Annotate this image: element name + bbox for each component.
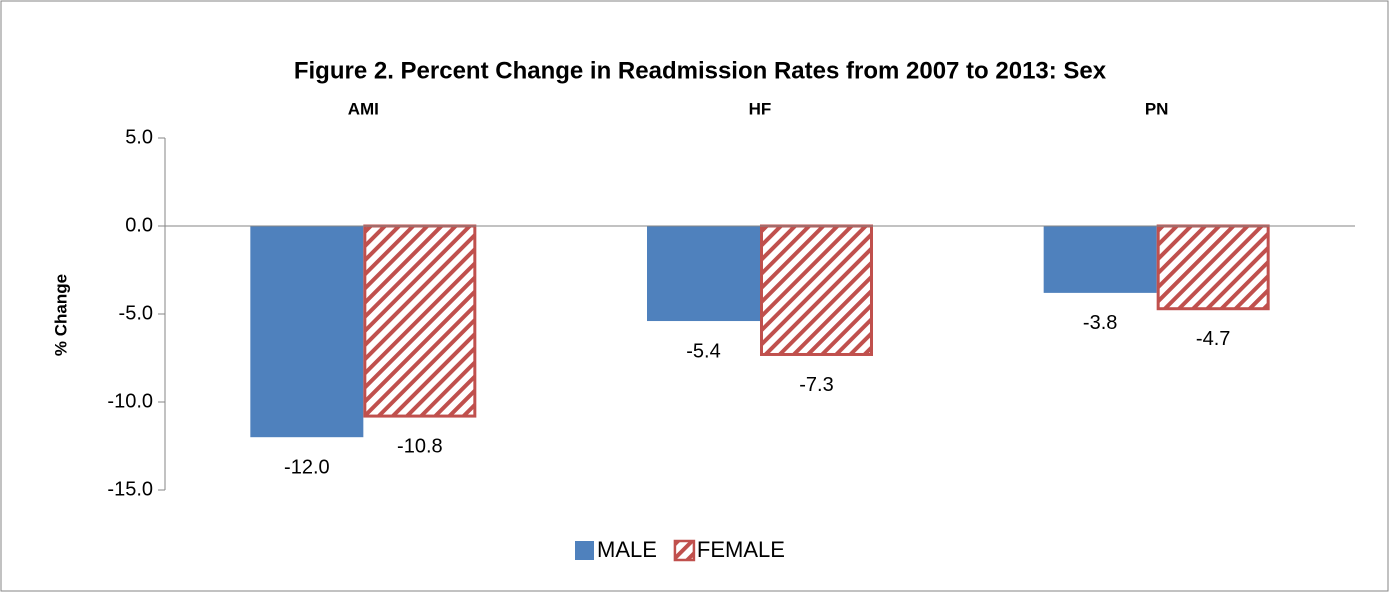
y-tick-label: -10.0 (107, 390, 153, 412)
legend-swatch (673, 539, 696, 562)
y-tick-label: -15.0 (107, 478, 153, 500)
bar (1043, 226, 1157, 293)
legend-swatch (575, 541, 594, 560)
y-tick-label: -5.0 (119, 302, 153, 324)
value-label: -4.7 (1196, 328, 1230, 350)
value-label: -3.8 (1083, 312, 1117, 334)
bar (250, 226, 364, 438)
value-label: -5.4 (686, 340, 720, 362)
category-label: HF (749, 99, 772, 118)
value-label: -10.8 (397, 435, 443, 457)
bar (760, 224, 873, 356)
y-tick-label: 0.0 (125, 214, 153, 236)
legend-label: FEMALE (697, 537, 785, 562)
category-label: PN (1145, 99, 1169, 118)
y-tick-label: 5.0 (125, 126, 153, 148)
value-label: -12.0 (284, 456, 330, 478)
value-label: -7.3 (799, 374, 833, 396)
legend-label: MALE (597, 537, 657, 562)
bar (647, 226, 760, 322)
bar (363, 224, 477, 418)
chart-title: Figure 2. Percent Change in Readmission … (294, 57, 1107, 84)
y-axis-label: % Change (51, 274, 70, 356)
category-label: AMI (348, 99, 379, 118)
bar (1156, 224, 1270, 311)
